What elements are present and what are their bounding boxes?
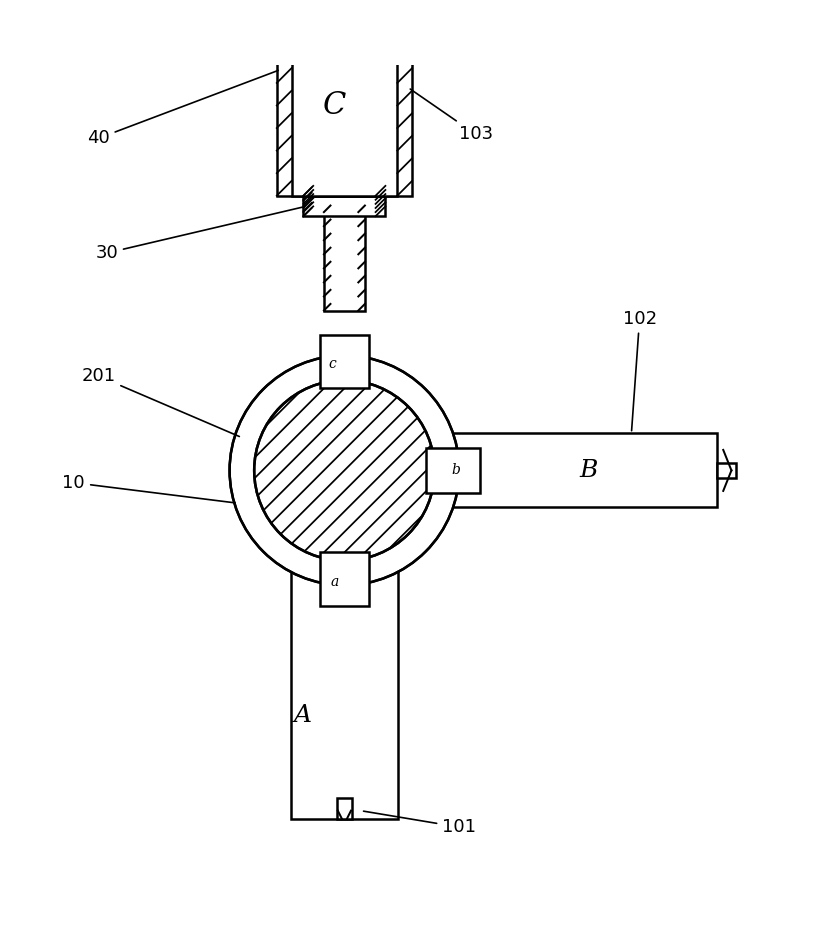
- Bar: [430, 434, 717, 508]
- Bar: [303, 195, 385, 216]
- Text: C: C: [323, 90, 346, 121]
- Text: 40: 40: [87, 70, 278, 147]
- Bar: [319, 335, 369, 388]
- Text: B: B: [578, 459, 597, 482]
- Circle shape: [254, 381, 434, 561]
- Bar: [276, 15, 411, 195]
- Bar: [272, 1, 415, 15]
- Text: c: c: [328, 358, 336, 371]
- Text: 30: 30: [95, 207, 305, 262]
- Text: 10: 10: [62, 474, 235, 503]
- Bar: [291, 524, 397, 819]
- Bar: [292, 15, 396, 195]
- Circle shape: [254, 381, 434, 561]
- Text: 201: 201: [81, 367, 239, 437]
- Bar: [337, 798, 351, 819]
- Circle shape: [229, 356, 459, 586]
- Bar: [324, 212, 364, 310]
- Text: a: a: [330, 575, 338, 588]
- Text: 103: 103: [410, 89, 492, 143]
- Bar: [717, 463, 735, 477]
- Text: 101: 101: [363, 811, 476, 836]
- Bar: [319, 552, 369, 605]
- Text: A: A: [294, 704, 312, 727]
- Text: 102: 102: [622, 309, 656, 431]
- Bar: [426, 448, 479, 493]
- Text: b: b: [450, 463, 459, 477]
